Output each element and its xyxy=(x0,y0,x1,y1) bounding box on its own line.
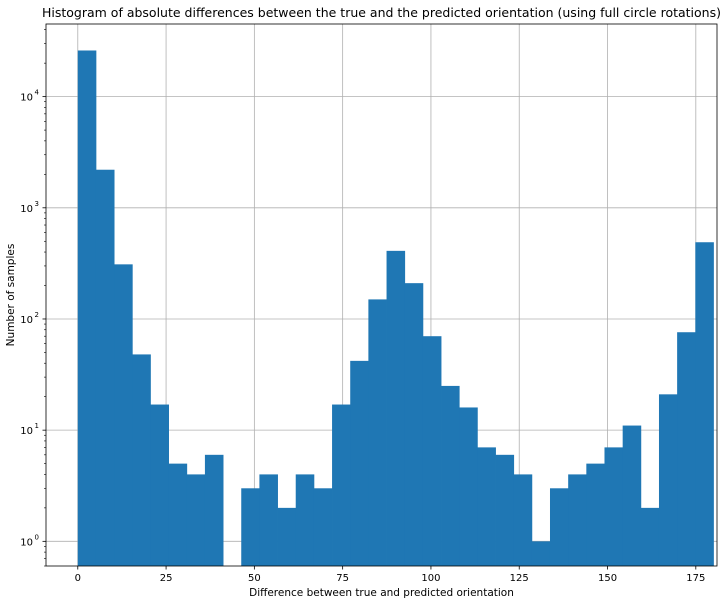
y-tick-exponent: 2 xyxy=(35,311,39,319)
histogram-bar xyxy=(658,394,678,566)
x-tick-label: 125 xyxy=(510,573,529,584)
y-tick-exponent: 3 xyxy=(35,200,39,208)
histogram-bar xyxy=(495,454,515,566)
histogram-bar xyxy=(441,385,460,566)
histogram-bar xyxy=(77,50,97,566)
histogram-bar xyxy=(132,354,151,566)
histogram-bar xyxy=(186,474,206,566)
bars-layer xyxy=(77,50,714,567)
y-tick-label: 10 xyxy=(20,426,33,437)
histogram-bar xyxy=(513,474,533,566)
histogram-bar xyxy=(350,360,369,566)
x-tick-label: 50 xyxy=(248,573,261,584)
x-tick-label: 0 xyxy=(75,573,81,584)
histogram-bar xyxy=(568,474,587,566)
histogram-bar xyxy=(313,488,333,566)
histogram-bar xyxy=(168,463,188,566)
grid-layer xyxy=(46,24,717,566)
histogram-bar xyxy=(422,336,442,566)
histogram-bar xyxy=(477,447,496,566)
histogram-bar xyxy=(241,488,260,566)
histogram-bar xyxy=(332,404,351,566)
histogram-bar xyxy=(204,454,224,566)
plot-frame xyxy=(45,23,718,567)
x-tick-label: 100 xyxy=(421,573,440,584)
y-tick-label: 10 xyxy=(20,93,33,104)
histogram-bar xyxy=(604,447,624,566)
histogram-bar xyxy=(404,283,424,566)
histogram-bar xyxy=(114,264,133,566)
histogram-bar xyxy=(259,474,278,566)
histogram-bar xyxy=(277,507,297,566)
histogram-bar xyxy=(640,507,660,566)
y-tick-label: 10 xyxy=(20,315,33,326)
histogram-bar xyxy=(549,488,569,566)
x-axis-label: Difference between true and predicted or… xyxy=(249,587,514,599)
histogram-bar xyxy=(95,169,115,566)
histogram-bar xyxy=(622,425,642,566)
histogram-bar xyxy=(368,299,387,566)
y-tick-exponent: 1 xyxy=(35,422,39,430)
y-tick-label: 10 xyxy=(20,537,33,548)
histogram-bar xyxy=(386,250,406,567)
histogram-bar xyxy=(586,463,605,566)
y-tick-label: 10 xyxy=(20,204,33,215)
histogram-bar xyxy=(695,242,714,566)
y-axis-label: Number of samples xyxy=(5,244,17,347)
histogram-bar xyxy=(677,332,696,566)
histogram-bar xyxy=(295,474,315,566)
x-tick-label: 150 xyxy=(598,573,617,584)
y-tick-exponent: 0 xyxy=(35,533,39,541)
y-tick-exponent: 4 xyxy=(35,89,40,97)
x-tick-label: 25 xyxy=(160,573,173,584)
histogram-bar xyxy=(459,407,478,566)
histogram-bar xyxy=(150,404,169,566)
x-tick-label: 175 xyxy=(686,573,705,584)
histogram-bar xyxy=(531,541,551,566)
chart-title: Histogram of absolute differences betwee… xyxy=(42,5,721,20)
x-tick-label: 75 xyxy=(336,573,349,584)
